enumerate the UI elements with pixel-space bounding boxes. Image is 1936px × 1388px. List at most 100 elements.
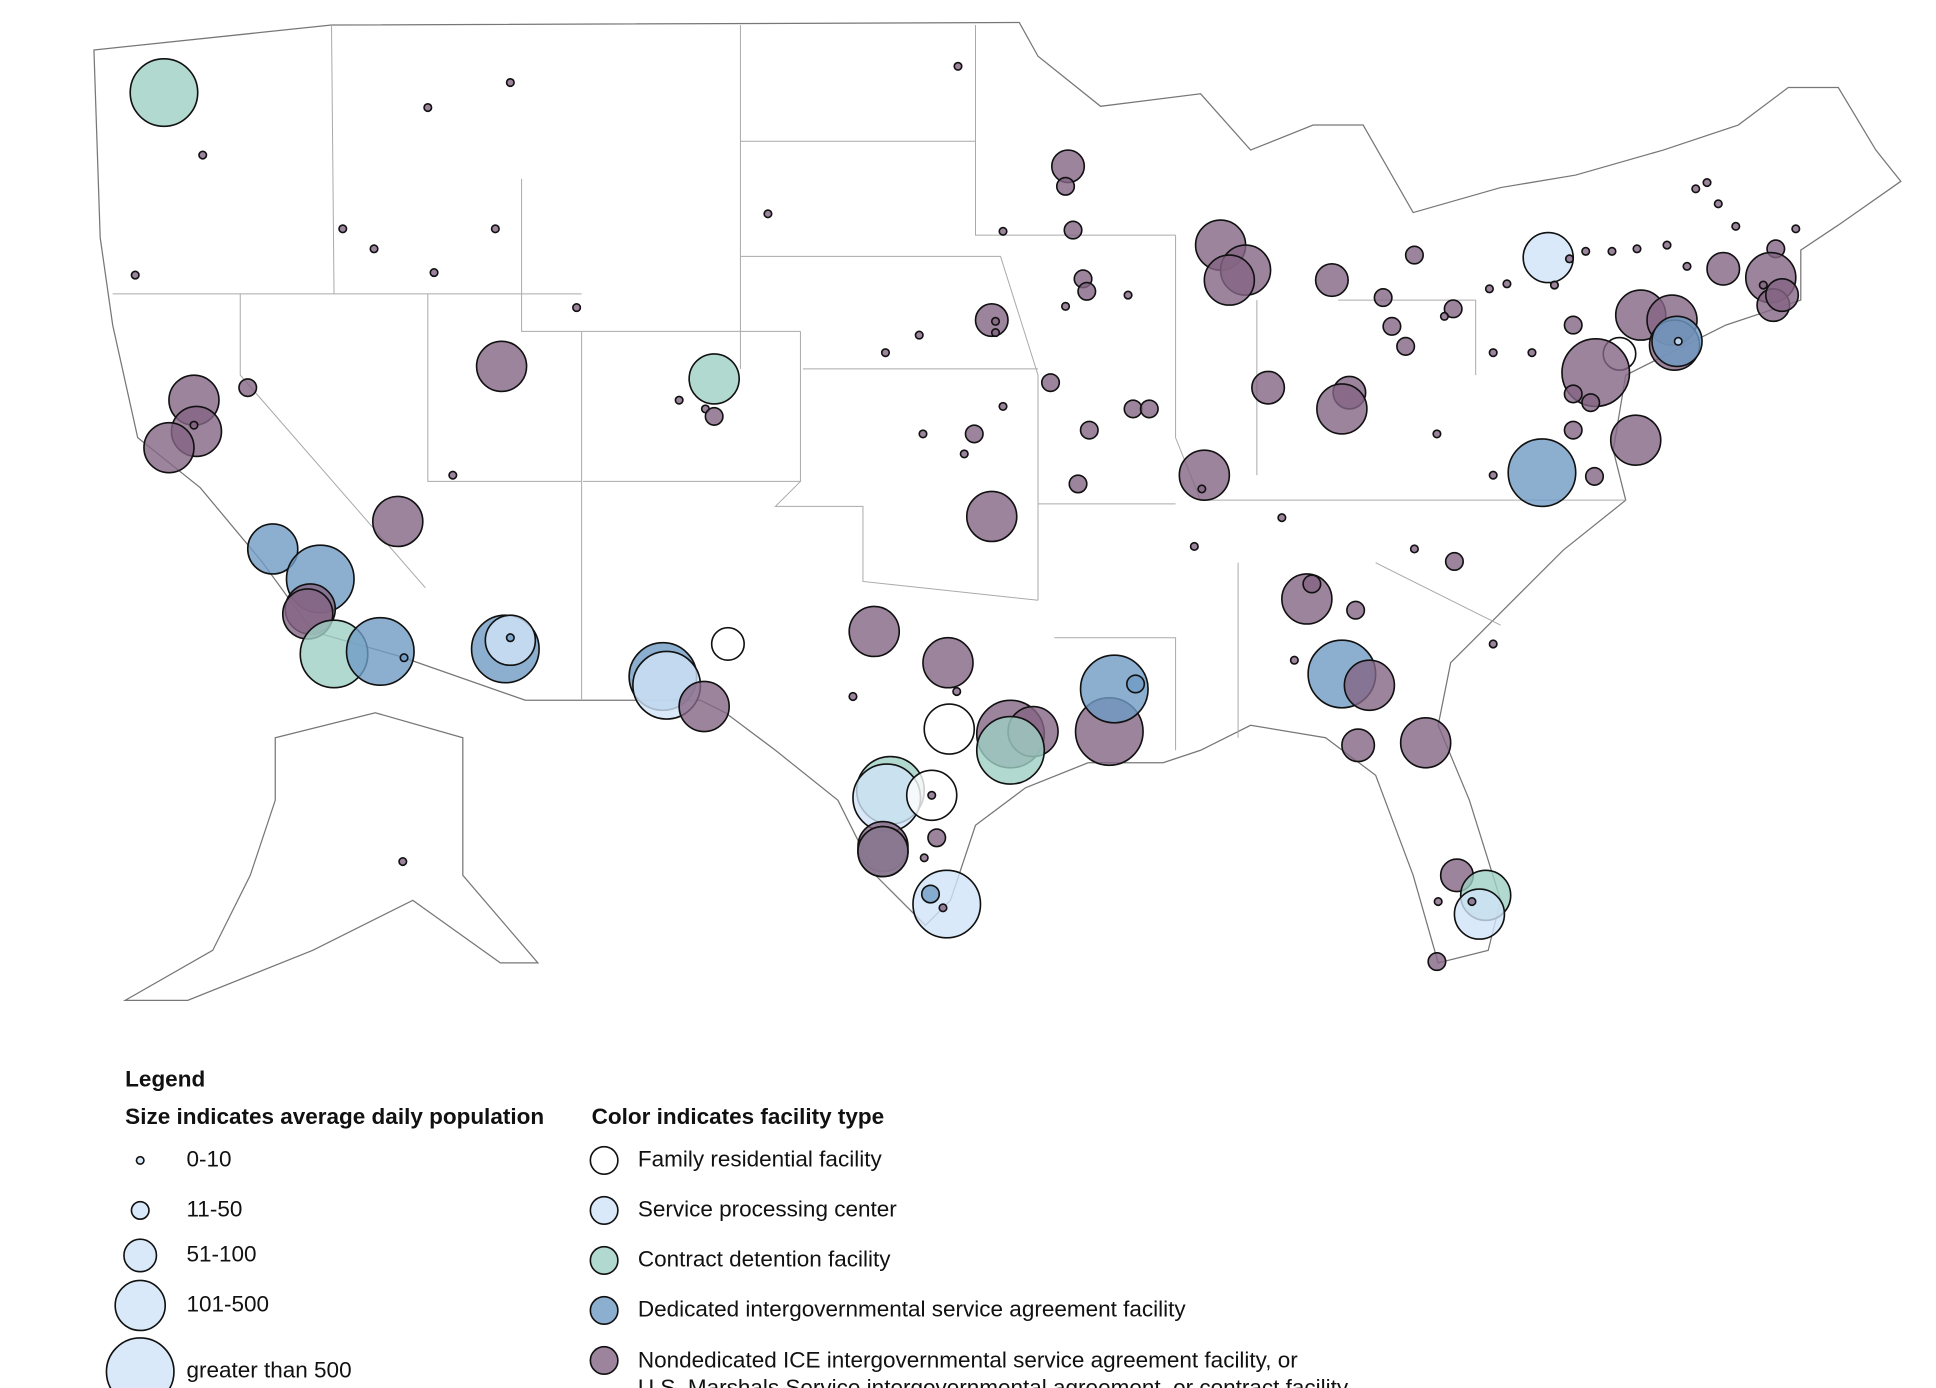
facility-marker [505, 77, 515, 88]
facility-marker [1673, 336, 1683, 346]
facility-marker [1197, 484, 1207, 494]
facility-marker [688, 353, 740, 405]
facility-marker [1433, 897, 1443, 907]
facility-marker [990, 328, 1001, 338]
facility-marker [1289, 655, 1299, 665]
facility-marker [1382, 316, 1402, 336]
facility-marker [763, 209, 773, 219]
color-label: U.S. Marshals Service intergovernmental … [638, 1375, 1349, 1388]
facility-marker [1178, 449, 1231, 501]
facility-marker [1063, 220, 1083, 240]
facility-marker [198, 150, 208, 160]
facility-marker [1123, 290, 1133, 300]
facility-marker [238, 378, 258, 398]
facility-marker [1427, 952, 1447, 972]
facility-marker [1316, 383, 1368, 435]
facility-marker [1706, 251, 1741, 286]
facility-marker [1277, 513, 1287, 523]
facility-marker [1302, 574, 1322, 594]
facility-marker [1314, 263, 1349, 298]
facility-marker [189, 420, 199, 430]
color-swatch [589, 1195, 619, 1226]
color-label: Nondedicated ICE intergovernmental servi… [638, 1348, 1298, 1373]
facility-marker [1040, 373, 1061, 393]
facility-marker [1632, 244, 1642, 254]
facility-marker [959, 449, 969, 459]
color-label: Family residential facility [638, 1146, 883, 1171]
facility-marker [423, 102, 433, 113]
facility-marker [1409, 544, 1419, 554]
legend: Legend Size indicates average daily popu… [105, 1066, 1349, 1388]
facility-marker [1549, 280, 1560, 290]
facility-marker [918, 429, 928, 439]
facility-marker [1399, 716, 1452, 769]
facility-marker [964, 424, 984, 444]
size-heading: Size indicates average daily population [125, 1104, 544, 1129]
facility-marker [1502, 279, 1512, 289]
facility-marker [848, 605, 901, 658]
size-label: 51-100 [186, 1241, 256, 1266]
facility-marker [1125, 674, 1146, 694]
facility-marker [1584, 466, 1605, 486]
facility-marker [674, 395, 684, 405]
facility-marker [505, 633, 515, 643]
facility-marker [1662, 240, 1672, 250]
facility-marker [914, 330, 924, 340]
size-label: greater than 500 [186, 1358, 351, 1383]
facility-marker [1139, 399, 1159, 419]
facility-marker [1068, 474, 1088, 494]
facility-marker [1343, 659, 1396, 712]
facility-marker [1563, 420, 1583, 440]
color-label: Service processing center [638, 1196, 897, 1221]
facility-marker [1488, 348, 1498, 358]
facility-marker [1079, 654, 1149, 724]
state-lines [112, 25, 1626, 751]
facility-markers [129, 57, 1801, 972]
facility-marker [1251, 370, 1286, 405]
facility-marker [1404, 245, 1424, 265]
color-swatch [589, 1345, 619, 1376]
facility-marker [923, 703, 976, 755]
facility-marker [1123, 399, 1143, 419]
facility-marker [1077, 281, 1097, 301]
facility-marker [1396, 336, 1416, 356]
size-swatch [114, 1279, 167, 1332]
facility-marker [1758, 280, 1768, 290]
size-label: 0-10 [186, 1146, 231, 1171]
facility-marker [1713, 199, 1723, 209]
color-swatch [589, 1145, 619, 1175]
facility-marker [1581, 393, 1601, 413]
facility-marker [990, 316, 1001, 326]
facility-marker [475, 340, 528, 393]
facility-marker [1432, 429, 1442, 439]
facility-marker [398, 856, 408, 867]
facility-marker [704, 406, 724, 426]
facility-marker [448, 470, 458, 480]
facility-marker [1484, 284, 1495, 294]
facility-marker [338, 224, 348, 234]
facility-marker [1444, 551, 1464, 572]
facility-marker [1564, 254, 1575, 264]
facility-marker [952, 686, 962, 697]
facility-marker [1731, 221, 1741, 231]
facility-marker [1581, 246, 1591, 256]
facility-marker [1764, 278, 1800, 313]
facility-marker [1373, 288, 1393, 308]
facility-marker [880, 348, 891, 358]
facility-marker [912, 869, 982, 939]
facility-marker [998, 226, 1008, 236]
facility-marker [1791, 224, 1801, 234]
facility-marker [490, 224, 500, 234]
legend-title: Legend [125, 1066, 205, 1091]
facility-marker [572, 303, 582, 313]
facility-marker [938, 903, 948, 913]
facility-marker [1563, 384, 1583, 404]
size-label: 11-50 [186, 1196, 242, 1221]
size-swatch [130, 1200, 150, 1221]
color-label: Dedicated intergovernmental service agre… [638, 1296, 1187, 1321]
facility-marker [1607, 246, 1617, 256]
facility-marker [143, 421, 195, 474]
facility-marker [1682, 261, 1692, 271]
